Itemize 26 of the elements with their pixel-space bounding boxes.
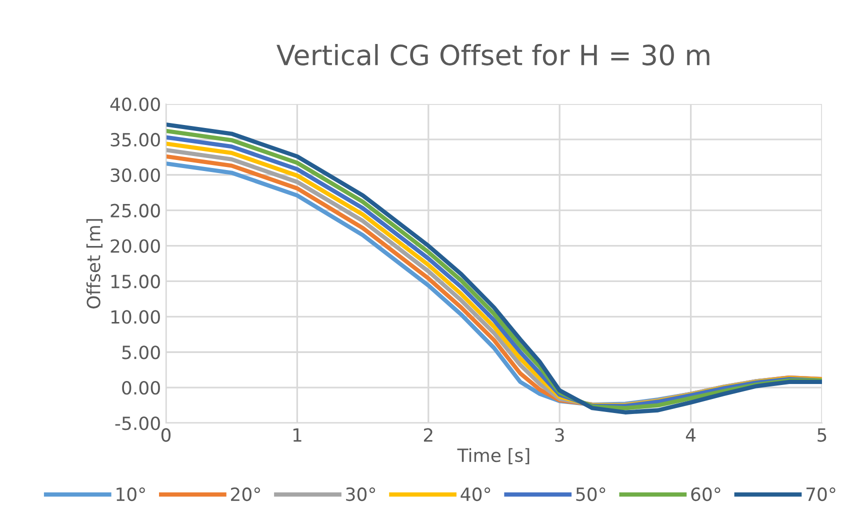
chart-title: Vertical CG Offset for H = 30 m: [276, 44, 710, 66]
legend-label: 60°: [691, 487, 720, 502]
legend-label: 50°: [576, 487, 606, 502]
y-tick-label: 30.00: [110, 168, 160, 182]
y-tick-label: 15.00: [111, 274, 160, 288]
legend-label: 20°: [231, 487, 260, 502]
legend-label: 30°: [346, 487, 376, 502]
y-tick-label: 40.00: [110, 97, 160, 112]
y-axis-title: Offset [m]: [86, 219, 103, 308]
y-tick-label: 0.00: [122, 381, 160, 395]
y-tick-label: 20.00: [110, 239, 160, 253]
y-tick-label: -5.00: [115, 416, 160, 430]
x-axis-title: Time [s]: [457, 448, 530, 464]
y-tick-label: 10.00: [111, 310, 160, 324]
y-tick-label: 5.00: [122, 346, 160, 360]
x-tick-label: 1: [293, 428, 302, 442]
x-tick-label: 3: [555, 428, 564, 442]
y-tick-label: 35.00: [110, 132, 160, 147]
x-tick-label: 2: [424, 428, 432, 442]
y-tick-label: 25.00: [110, 204, 160, 218]
legend-label: 70°: [806, 487, 836, 502]
legend-label: 10°: [116, 487, 145, 502]
x-tick-label: 0: [161, 428, 171, 442]
x-tick-label: 5: [818, 428, 826, 442]
legend-label: 40°: [460, 487, 490, 502]
x-tick-label: 4: [686, 428, 696, 442]
